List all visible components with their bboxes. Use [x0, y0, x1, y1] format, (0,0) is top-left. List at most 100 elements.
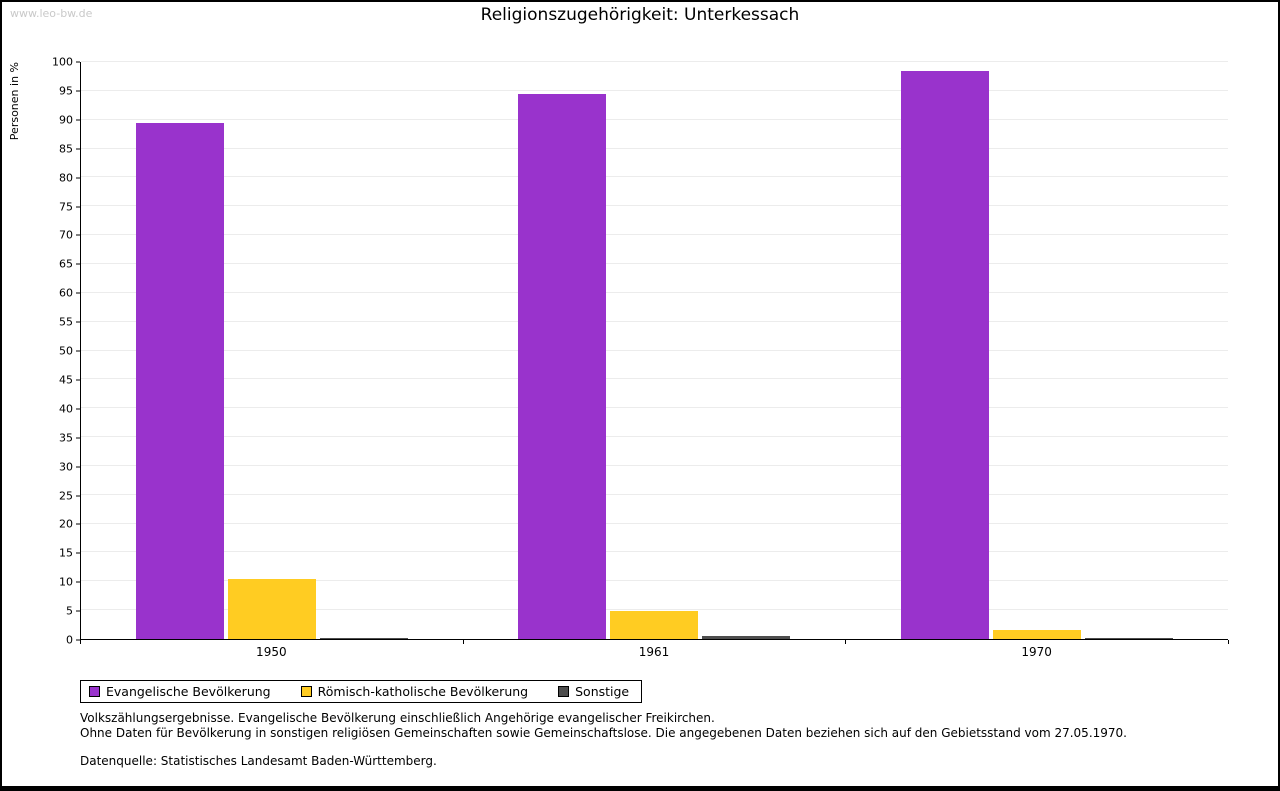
bar — [702, 635, 791, 639]
gridline — [81, 493, 1228, 495]
gridline — [81, 436, 1228, 438]
y-tick: 25 — [59, 489, 80, 502]
y-tick: 45 — [59, 373, 80, 386]
y-tick-label: 80 — [59, 171, 73, 185]
gridline — [81, 147, 1228, 149]
y-tick-label: 85 — [59, 142, 73, 156]
x-tick-mark — [80, 640, 81, 644]
chart-title: Religionszugehörigkeit: Unterkessach — [480, 5, 800, 25]
y-tick: 75 — [59, 200, 80, 213]
gridline — [81, 580, 1228, 582]
y-tick-mark — [76, 148, 80, 150]
gridlines — [81, 61, 1228, 639]
y-tick-mark — [76, 610, 80, 612]
footnote-line: Volkszählungsergebnisse. Evangelische Be… — [80, 711, 715, 725]
watermark: www.leo-bw.de — [10, 7, 93, 20]
gridline — [81, 89, 1228, 91]
bar — [610, 610, 699, 639]
x-tick-mark — [845, 640, 847, 644]
bar — [992, 630, 1081, 639]
legend-label: Römisch-katholische Bevölkerung — [317, 684, 529, 699]
x-tick-mark — [1228, 640, 1229, 644]
y-tick: 15 — [59, 547, 80, 560]
bar — [228, 579, 317, 639]
y-tick-label: 100 — [52, 55, 73, 69]
y-tick: 65 — [59, 258, 80, 271]
gridline — [81, 176, 1228, 178]
y-tick-mark — [76, 408, 80, 410]
legend-item: Evangelische Bevölkerung — [89, 684, 271, 699]
y-tick-mark — [76, 263, 80, 265]
legend-item: Sonstige — [558, 684, 629, 699]
y-tick-mark — [76, 90, 80, 92]
gridline — [81, 378, 1228, 380]
y-tick: 0 — [66, 634, 80, 647]
legend-item: Römisch-katholische Bevölkerung — [300, 684, 529, 699]
gridline — [81, 61, 1228, 62]
y-tick: 10 — [59, 576, 80, 589]
y-tick: 95 — [59, 84, 80, 97]
y-tick: 35 — [59, 431, 80, 444]
y-tick-mark — [76, 379, 80, 381]
y-tick-mark — [76, 495, 80, 496]
bar — [518, 93, 607, 639]
x-tick-label: 1970 — [1021, 645, 1052, 659]
y-tick-mark — [76, 350, 80, 352]
y-tick: 60 — [59, 287, 80, 300]
y-tick-label: 20 — [59, 517, 73, 531]
y-tick: 55 — [59, 316, 80, 329]
y-tick-label: 70 — [59, 228, 73, 242]
y-tick-mark — [76, 234, 80, 236]
x-tick-label: 1950 — [256, 645, 287, 659]
y-tick-label: 40 — [59, 402, 73, 416]
y-tick-mark — [76, 523, 80, 525]
bar — [320, 637, 409, 639]
x-tick-label: 1961 — [638, 645, 670, 659]
y-tick-label: 35 — [59, 431, 73, 445]
y-tick-label: 65 — [59, 257, 73, 271]
y-tick-mark — [76, 292, 80, 294]
gridline — [81, 522, 1228, 524]
y-tick-label: 75 — [59, 200, 73, 213]
legend-swatch — [300, 686, 312, 697]
y-tick-label: 90 — [59, 113, 73, 127]
y-axis: 0 5 10 15 20 25 30 35 40 45 50 55 60 65 70 75 80 85 90 95 10… — [2, 56, 80, 647]
y-tick: 90 — [59, 113, 80, 126]
y-tick: 85 — [59, 142, 80, 155]
y-tick: 5 — [66, 605, 80, 618]
y-tick-mark — [76, 552, 80, 554]
gridline — [81, 262, 1228, 264]
legend-swatch — [89, 686, 100, 697]
y-tick-label: 30 — [59, 460, 73, 474]
y-tick: 80 — [59, 171, 80, 184]
bar — [136, 123, 225, 639]
gridline — [81, 320, 1228, 322]
gridline — [81, 205, 1228, 207]
y-tick-mark — [76, 437, 80, 439]
footnote-source: Datenquelle: Statistisches Landesamt Bad… — [80, 753, 437, 768]
y-tick-mark — [76, 61, 80, 63]
y-tick-label: 55 — [59, 315, 73, 329]
gridline — [81, 291, 1228, 293]
bar — [900, 71, 989, 639]
y-tick-label: 10 — [59, 575, 73, 589]
plot-area — [80, 61, 1228, 640]
legend-swatch — [558, 686, 570, 697]
y-tick-label: 15 — [59, 546, 73, 560]
y-tick-mark — [76, 466, 80, 468]
gridline — [81, 407, 1228, 409]
gridline — [81, 234, 1228, 236]
y-tick-mark — [76, 321, 80, 323]
gridline — [81, 609, 1228, 611]
y-tick-mark — [76, 177, 80, 179]
footnote-line: Ohne Daten für Bevölkerung in sonstigen … — [80, 726, 1127, 741]
y-tick-mark — [76, 639, 80, 641]
gridline — [81, 551, 1228, 553]
y-tick-label: 60 — [59, 286, 73, 300]
legend-label: Evangelische Bevölkerung — [106, 684, 271, 699]
gridline — [81, 464, 1228, 466]
y-tick-mark — [76, 581, 80, 583]
x-axis-ticks — [80, 640, 1229, 645]
x-axis-labels: 1950 1961 1970 — [80, 645, 1228, 661]
y-tick-label: 5 — [66, 604, 73, 618]
